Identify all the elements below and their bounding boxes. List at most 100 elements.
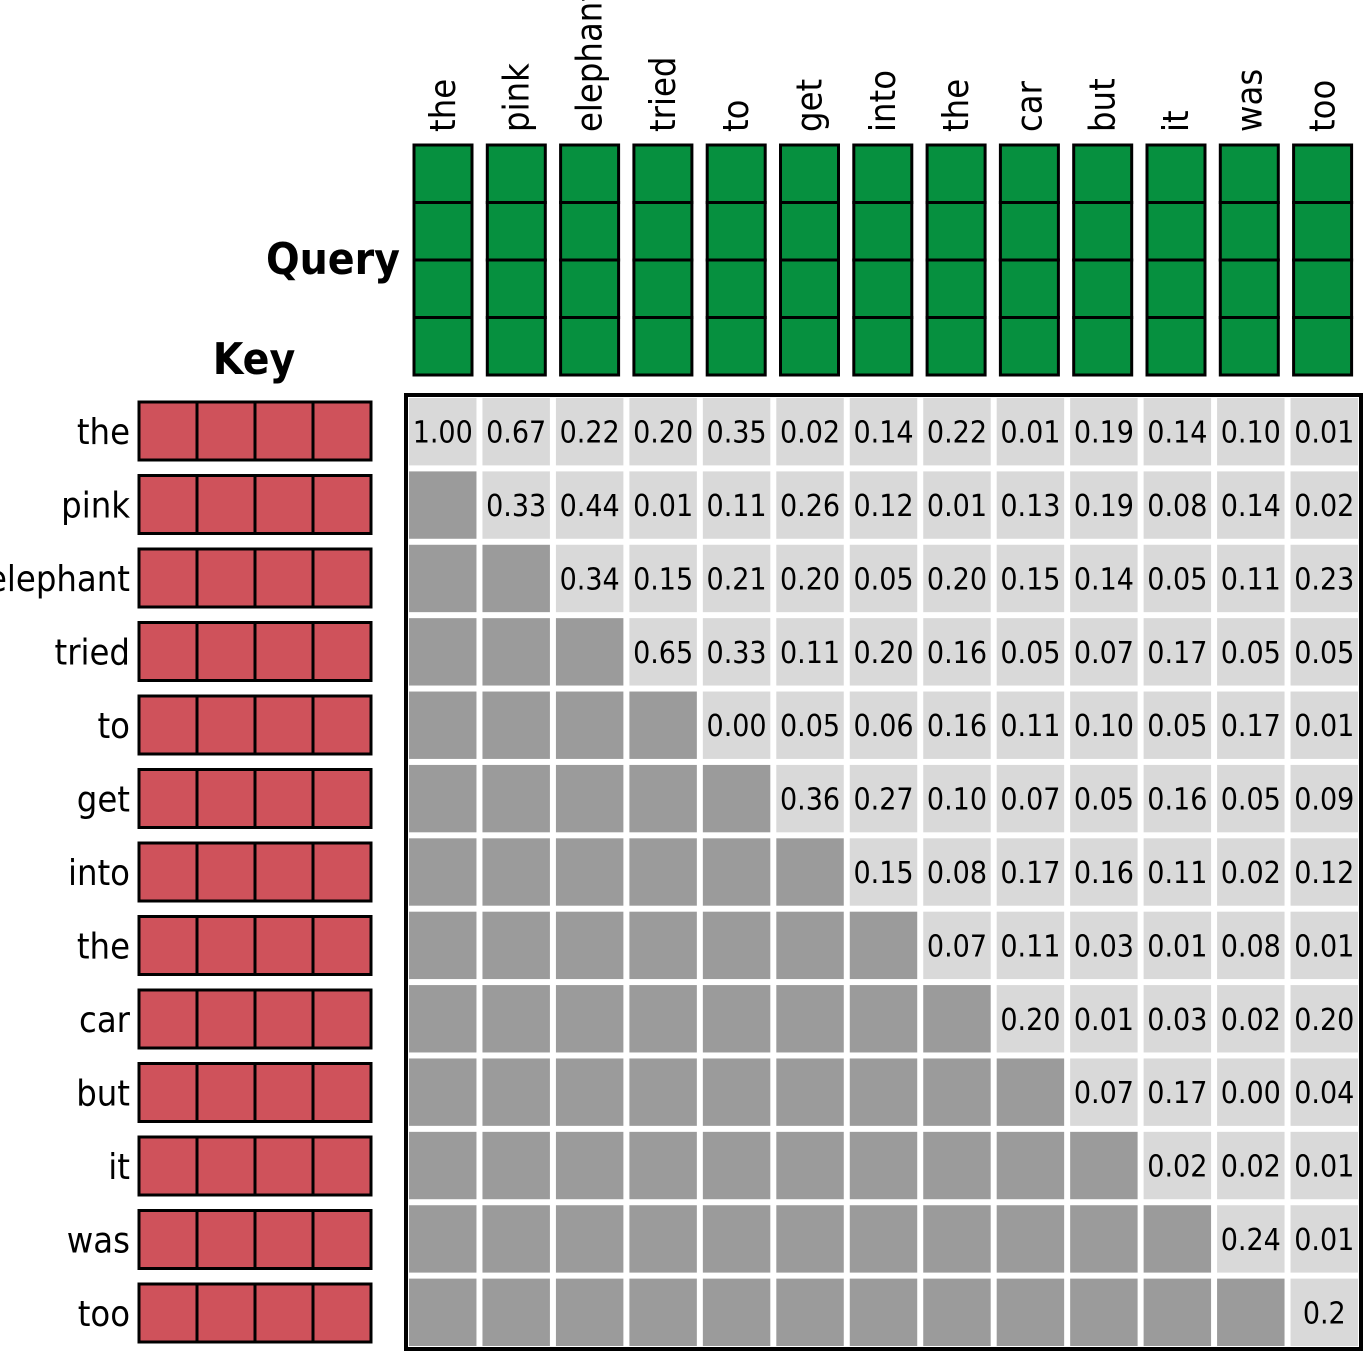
masked-cell <box>555 691 624 759</box>
masked-cell <box>702 1278 771 1346</box>
attention-score: 0.00 <box>1221 1076 1281 1111</box>
attention-cell <box>1217 838 1285 906</box>
attention-score: 0.01 <box>1074 1003 1134 1038</box>
attention-cell <box>1290 911 1358 980</box>
masked-cell <box>555 1058 624 1126</box>
attention-score: 0.17 <box>1000 856 1060 891</box>
query-vector <box>705 143 767 377</box>
attention-cell <box>1217 398 1285 466</box>
query-vector-cell <box>1218 143 1280 204</box>
attention-cell <box>555 398 624 466</box>
masked-cell <box>702 838 771 906</box>
key-token-label: it <box>108 1147 130 1188</box>
query-vector-cell <box>705 201 767 262</box>
attention-cell <box>702 618 771 686</box>
attention-cell <box>849 544 918 613</box>
attention-cell <box>1217 764 1285 833</box>
key-vector <box>137 621 373 682</box>
key-token-label: to <box>97 706 130 747</box>
query-vectors: the pink elephant tried to get into the car but it… <box>412 0 1354 377</box>
key-token-label: the <box>77 412 130 453</box>
masked-cell <box>629 1278 697 1346</box>
masked-cell <box>629 985 697 1053</box>
query-vector <box>925 143 987 377</box>
query-vector-cell <box>485 143 547 204</box>
query-vector-cell <box>1292 258 1354 319</box>
attention-score: 0.11 <box>1147 856 1207 891</box>
query-vector-cell <box>412 201 474 262</box>
query-vector-cell <box>1145 143 1207 204</box>
key-vector-cell <box>195 768 257 829</box>
key-vector <box>137 1062 373 1123</box>
query-token-label: the <box>423 79 464 132</box>
attention-score: 0.20 <box>1294 1003 1354 1038</box>
query-vector-cell <box>1218 201 1280 262</box>
masked-cell <box>702 1205 771 1273</box>
masked-cell <box>923 1205 991 1273</box>
attention-score: 0.11 <box>780 636 840 671</box>
attention-cell <box>849 691 918 759</box>
key-vector-cell <box>195 988 257 1050</box>
masked-cell <box>629 1058 697 1126</box>
query-token-label: was <box>1229 69 1270 132</box>
query-vector-cell <box>1218 258 1280 319</box>
attention-cell <box>1217 1131 1285 1200</box>
query-vector-cell <box>925 258 987 319</box>
key-vector-cell <box>137 841 199 903</box>
attention-cell <box>996 764 1065 833</box>
attention-score: 0.16 <box>927 636 987 671</box>
attention-cell <box>1070 911 1138 980</box>
key-vector <box>137 400 373 462</box>
attention-cell <box>1290 544 1358 613</box>
query-vector-cell <box>779 143 840 204</box>
key-vector-cell <box>195 621 257 682</box>
attention-cell <box>923 471 991 539</box>
key-vector-cell <box>253 1209 315 1270</box>
masked-cell <box>776 985 844 1053</box>
attention-cell <box>702 398 771 466</box>
key-vector-cell <box>195 1135 257 1197</box>
masked-cell <box>923 1131 991 1200</box>
attention-cell <box>996 838 1065 906</box>
masked-cell <box>776 838 844 906</box>
key-vector <box>137 1282 373 1344</box>
masked-cell <box>629 1131 697 1200</box>
key-vector <box>137 1209 373 1270</box>
query-vector-cell <box>852 201 914 262</box>
attention-score: 0.20 <box>633 416 693 451</box>
query-vector-cell <box>852 316 914 377</box>
key-vector-cell <box>195 1062 257 1123</box>
query-token-label: it <box>1156 110 1197 132</box>
key-vector-cell <box>195 694 257 756</box>
query-vector-cell <box>632 201 694 262</box>
masked-cell <box>776 1278 844 1346</box>
masked-cell <box>702 1058 771 1126</box>
masked-cell <box>409 911 477 980</box>
attention-score: 0.24 <box>1221 1223 1281 1258</box>
query-vector-cell <box>779 258 840 319</box>
masked-cell <box>1070 1278 1138 1346</box>
attention-score: 1.00 <box>413 416 473 451</box>
masked-cell <box>409 471 477 539</box>
attention-cell <box>1217 911 1285 980</box>
attention-score: 0.33 <box>707 636 767 671</box>
masked-cell <box>996 1278 1065 1346</box>
attention-score: 0.11 <box>707 489 767 524</box>
masked-cell <box>555 1131 624 1200</box>
key-vector-cell <box>137 1209 199 1270</box>
query-vector-cell <box>412 316 474 377</box>
masked-cell <box>849 985 918 1053</box>
key-vector-cell <box>253 768 315 829</box>
attention-cell <box>1290 985 1358 1053</box>
attention-score: 0.01 <box>927 489 987 524</box>
attention-cell <box>1070 764 1138 833</box>
attention-score: 0.33 <box>486 489 546 524</box>
query-vector <box>559 143 621 377</box>
attention-cell <box>776 544 844 613</box>
attention-cell <box>1143 985 1212 1053</box>
query-vector-cell <box>1145 316 1207 377</box>
attention-cell <box>629 471 697 539</box>
attention-cell <box>1070 691 1138 759</box>
masked-cell <box>1217 1278 1285 1346</box>
key-vector-cell <box>137 1282 199 1344</box>
